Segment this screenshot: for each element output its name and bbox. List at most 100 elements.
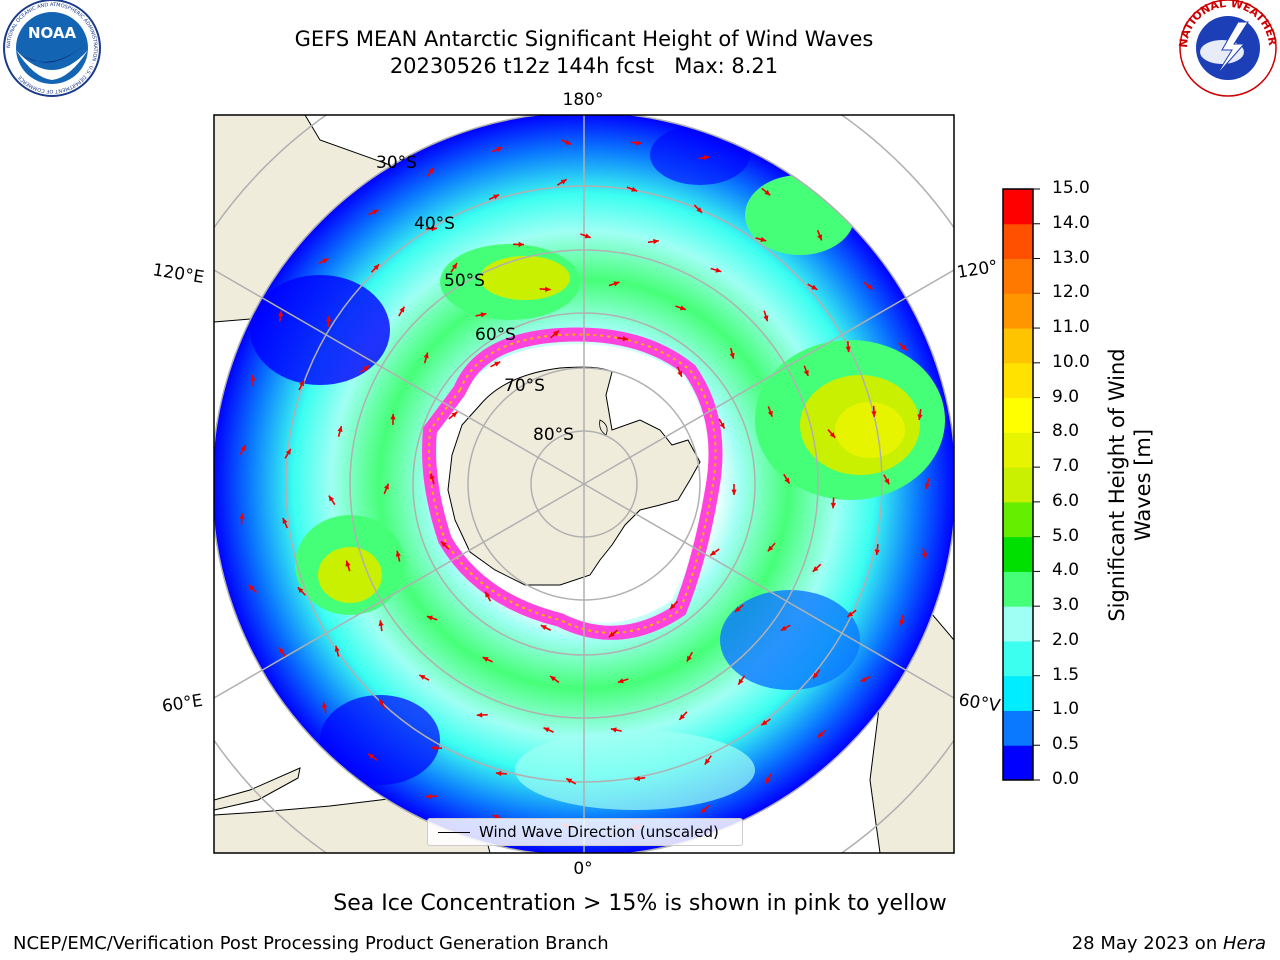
wind-arrow-head xyxy=(297,587,304,594)
map-frame xyxy=(213,114,955,854)
colorbar-label-line2: Waves [m] xyxy=(1131,428,1155,542)
wind-arrow-head xyxy=(545,286,551,292)
wind-arrow-head xyxy=(384,483,389,490)
wind-arrow-head xyxy=(480,312,487,318)
wind-arrow-head xyxy=(395,550,401,557)
wind-arrow-head xyxy=(372,209,379,215)
wind-arrow-head xyxy=(715,267,722,273)
wind-arrow-head xyxy=(686,655,692,662)
noaa-logo: NOAA NATIONAL OCEANIC AND ATMOSPHERIC AD… xyxy=(3,0,101,97)
wind-arrow-head xyxy=(780,625,787,631)
wind-arrow-head xyxy=(811,284,818,290)
wind-arrow-head xyxy=(812,566,819,572)
wind-arrow-head xyxy=(731,489,737,495)
wind-arrow-head xyxy=(899,619,905,626)
wind-arrow-head xyxy=(553,330,559,337)
wind-arrow-head xyxy=(817,234,823,241)
colorbar-tick-label: 9.0 xyxy=(1052,386,1080,407)
wind-arrow-head xyxy=(485,591,491,598)
wind-arrow-head xyxy=(451,411,458,418)
wind-arrow-head xyxy=(847,611,854,617)
wind-arrow-head xyxy=(679,305,686,311)
colorbar-tick-label: 14.0 xyxy=(1052,212,1090,233)
wind-arrow-head xyxy=(518,241,525,248)
wind-arrow-head xyxy=(363,365,370,372)
colorbar-segment xyxy=(1003,293,1033,329)
wind-arrow-head xyxy=(423,352,429,359)
svg-text:NATIONAL WEATHER SERVICE: NATIONAL WEATHER SERVICE xyxy=(0,0,1279,50)
wind-arrow-head xyxy=(610,727,617,733)
wind-arrow-head xyxy=(634,775,641,782)
wind-arrow-head xyxy=(734,606,741,613)
wind-arrow-head xyxy=(696,207,703,213)
wind-arrow-head xyxy=(277,310,284,317)
wind-arrow-head xyxy=(901,344,907,351)
wind-arrow-head xyxy=(760,236,767,242)
nws-logo: NATIONAL WEATHER SERVICE xyxy=(0,0,1279,97)
wind-arrow-head xyxy=(250,375,256,381)
antarctica-land xyxy=(447,366,701,586)
wind-arrow-head xyxy=(399,306,405,313)
wind-arrow-head xyxy=(496,146,503,152)
footer-date-text: 28 May 2023 on xyxy=(1071,933,1223,954)
wind-arrow-head xyxy=(328,495,334,502)
wind-arrow-head xyxy=(677,370,683,377)
wind-arrow-head xyxy=(379,699,385,706)
colorbar-segment xyxy=(1003,467,1033,503)
lon-label-60w: 60°V xyxy=(957,690,1002,716)
colorbar-segment xyxy=(1003,258,1033,294)
lon-label-120e: 120°E xyxy=(151,260,205,288)
footer-host: Hera xyxy=(1222,933,1266,954)
colorbar-tick-label: 0.0 xyxy=(1052,769,1080,789)
wind-arrow-head xyxy=(451,263,458,270)
lat-label-80s: 80°S xyxy=(533,425,574,445)
wind-arrow-head xyxy=(653,238,659,245)
lon-label-0: 0° xyxy=(573,859,592,879)
wind-arrow-head xyxy=(845,346,851,353)
colorbar xyxy=(1003,188,1040,781)
footer-date: 28 May 2023 on Hera xyxy=(1072,933,1266,954)
colorbar-tick-label: 10.0 xyxy=(1052,351,1090,372)
lon-label-180: 180° xyxy=(563,90,604,110)
colorbar-segment xyxy=(1003,675,1033,711)
wind-arrow-head xyxy=(813,672,819,679)
wind-arrow-head xyxy=(767,545,774,552)
wind-arrow-head xyxy=(482,657,489,662)
colorbar-tick-label: 8.0 xyxy=(1052,421,1080,442)
colorbar-tick-label: 1.5 xyxy=(1052,664,1080,685)
wind-arrow-head xyxy=(428,167,434,174)
wind-arrow-head xyxy=(703,155,710,161)
colorbar-tick-label: 15.0 xyxy=(1052,178,1090,198)
colorbar-segment xyxy=(1003,397,1033,433)
colorbar-tick-label: 0.5 xyxy=(1052,734,1080,755)
colorbar-tick-label: 1.0 xyxy=(1052,699,1080,720)
wind-arrow-head xyxy=(830,502,836,509)
colorbar-segment xyxy=(1003,223,1033,260)
wind-arrow-head xyxy=(299,380,304,387)
lon-label-60e: 60°E xyxy=(161,691,205,717)
wind-arrow-head xyxy=(431,745,437,751)
colorbar-segment xyxy=(1003,606,1033,642)
wind-arrow-head xyxy=(631,186,638,192)
colorbar-segment xyxy=(1003,710,1033,746)
colorbar-segment xyxy=(1003,536,1033,572)
wind-arrow-head xyxy=(322,702,328,709)
colorbar-segment xyxy=(1003,640,1033,677)
wind-arrow-head xyxy=(285,448,291,455)
wind-arrow-head xyxy=(494,361,501,367)
wind-arrow-head xyxy=(763,315,769,322)
wind-arrow-head xyxy=(917,414,923,421)
lat-label-50s: 50°S xyxy=(444,271,485,291)
wind-arrow-head xyxy=(613,281,620,287)
wind-arrow-head xyxy=(719,422,725,429)
wind-arrow-head xyxy=(764,189,771,196)
wind-arrow-head xyxy=(921,552,927,559)
wind-arrow-head xyxy=(704,758,711,765)
wind-arrow-head xyxy=(817,731,824,738)
wind-arrow-head xyxy=(884,478,890,485)
colorbar-tick-label: 5.0 xyxy=(1052,525,1080,546)
wind-arrow-head xyxy=(540,625,547,631)
wind-arrow-head xyxy=(322,258,329,264)
wind-arrow-head xyxy=(373,264,380,271)
wind-arrow-head xyxy=(493,194,500,200)
